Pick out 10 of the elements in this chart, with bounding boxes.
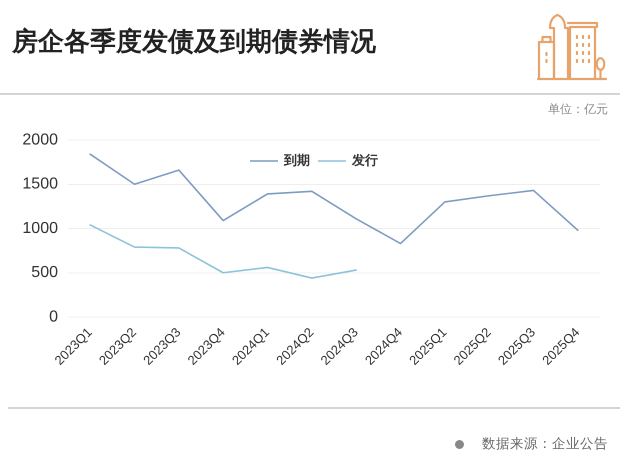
legend-label: 发行: [351, 152, 378, 168]
legend-label: 到期: [283, 152, 310, 168]
chart-title: 房企各季度发债及到期债券情况: [12, 25, 376, 58]
y-tick-label: 1000: [22, 220, 58, 237]
y-tick-label: 500: [31, 264, 58, 282]
y-tick-label: 1500: [22, 176, 58, 193]
y-tick-label: 0: [49, 308, 58, 326]
source-note: 数据来源：企业公告: [482, 435, 608, 453]
y-tick-label: 2000: [22, 131, 58, 148]
chart-subtitle: 单位：亿元: [548, 101, 608, 117]
